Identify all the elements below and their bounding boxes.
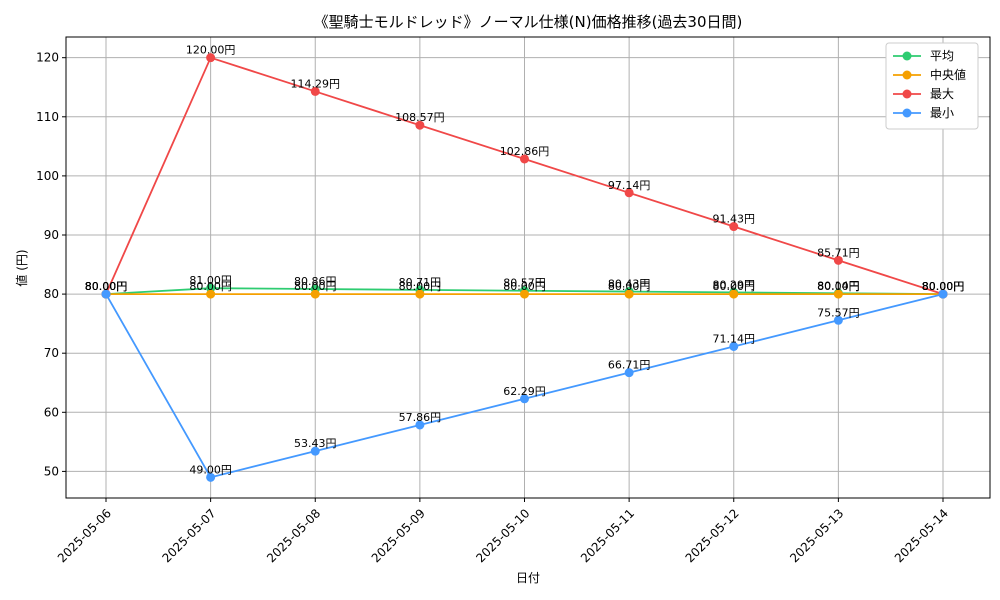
data-point (415, 420, 425, 430)
data-label: 80.00円 (189, 280, 232, 293)
legend-entry-label: 最大 (930, 87, 954, 101)
data-point (729, 289, 739, 299)
x-tick-label: 2025-05-14 (892, 506, 951, 565)
data-label: 81.00円 (189, 274, 232, 287)
x-tick-label: 2025-05-12 (683, 506, 742, 565)
data-label: 80.00円 (922, 280, 965, 293)
data-label: 91.43円 (713, 213, 756, 226)
data-label: 102.86円 (500, 145, 550, 158)
data-label: 80.00円 (85, 280, 128, 293)
data-label: 97.14円 (608, 179, 651, 192)
data-label: 66.71円 (608, 359, 651, 372)
y-tick-label: 110 (36, 110, 59, 124)
data-label: 49.00円 (189, 463, 232, 476)
data-label: 80.43円 (608, 278, 651, 291)
data-label: 75.57円 (817, 306, 860, 319)
data-point (415, 289, 425, 299)
data-label: 120.00円 (186, 44, 236, 57)
x-tick-label: 2025-05-08 (264, 506, 323, 565)
y-tick-label: 120 (36, 51, 59, 65)
data-label: 80.00円 (817, 280, 860, 293)
x-tick-label: 2025-05-13 (787, 506, 846, 565)
data-point (310, 446, 320, 456)
data-label: 80.71円 (399, 276, 442, 289)
data-label: 80.00円 (503, 280, 546, 293)
data-label: 108.57円 (395, 111, 445, 124)
data-point (206, 472, 216, 482)
data-label: 80.57円 (503, 277, 546, 290)
x-tick-label: 2025-05-07 (159, 506, 218, 565)
data-point (938, 289, 948, 299)
data-label: 53.43円 (294, 437, 337, 450)
series-layer (101, 53, 948, 482)
data-point (310, 86, 320, 96)
data-point (520, 289, 529, 299)
data-label: 80.00円 (608, 280, 651, 293)
data-label: 80.86円 (294, 275, 337, 288)
legend-box (885, 42, 979, 130)
data-label: 80.29円 (713, 278, 756, 291)
legend-marker (902, 108, 912, 118)
data-point (624, 289, 634, 299)
data-label: 80.00円 (922, 280, 965, 293)
data-point (833, 255, 843, 265)
x-tick-label: 2025-05-06 (55, 506, 114, 565)
data-point (624, 188, 634, 198)
data-point (729, 222, 739, 232)
legend-entry-label: 平均 (930, 49, 954, 63)
data-point (206, 289, 216, 299)
data-point (206, 53, 216, 63)
data-labels: 80.00円 81.00円 80.86円 80.71円 80.57円 80.43円 80.2… (85, 44, 965, 477)
data-point (310, 289, 320, 299)
legend-marker (902, 51, 912, 61)
x-tick-label: 2025-05-09 (369, 506, 428, 565)
data-label: 80.00円 (85, 280, 128, 293)
chart-title: 《聖騎士モルドレッド》ノーマル仕様(N)価格推移(過去30日間) (314, 13, 743, 31)
data-label: 71.14円 (713, 332, 756, 345)
legend-entry-label: 最小 (930, 106, 954, 120)
data-label: 57.86円 (399, 411, 442, 424)
data-label: 80.00円 (922, 280, 965, 293)
data-point (415, 120, 425, 130)
plot-frame (65, 36, 991, 499)
data-point (101, 289, 111, 299)
axis-ticks: 2025-05-06 2025-05-07 2025-05-08 2025-05-09… (36, 51, 951, 566)
data-label: 62.29円 (503, 385, 546, 398)
data-label: 80.00円 (85, 280, 128, 293)
y-tick-label: 100 (36, 169, 59, 183)
data-point (833, 289, 843, 299)
data-label: 80.00円 (85, 280, 128, 293)
x-axis-label: 日付 (516, 571, 540, 585)
y-tick-label: 50 (44, 464, 59, 478)
data-label: 80.00円 (294, 280, 337, 293)
data-point (729, 341, 739, 351)
legend-marker (902, 89, 912, 99)
y-tick-label: 70 (44, 346, 59, 360)
data-label: 80.00円 (713, 280, 756, 293)
data-label: 80.00円 (399, 280, 442, 293)
x-tick-label: 2025-05-11 (578, 506, 637, 565)
data-point (520, 394, 529, 404)
data-point (833, 315, 843, 325)
data-label: 114.29円 (291, 77, 341, 90)
x-tick-label: 2025-05-10 (473, 506, 532, 565)
y-tick-label: 90 (44, 228, 59, 242)
legend-entry-label: 中央値 (930, 67, 966, 82)
data-label: 85.71円 (817, 246, 860, 259)
y-axis-label: 値 (円) (14, 249, 29, 286)
data-point (520, 154, 529, 164)
y-tick-label: 80 (44, 287, 59, 301)
legend-marker (902, 70, 912, 80)
grid (66, 37, 990, 498)
data-label: 80.14円 (817, 279, 860, 292)
data-label: 80.00円 (922, 280, 965, 293)
data-point (624, 368, 634, 378)
y-tick-label: 60 (44, 405, 59, 419)
